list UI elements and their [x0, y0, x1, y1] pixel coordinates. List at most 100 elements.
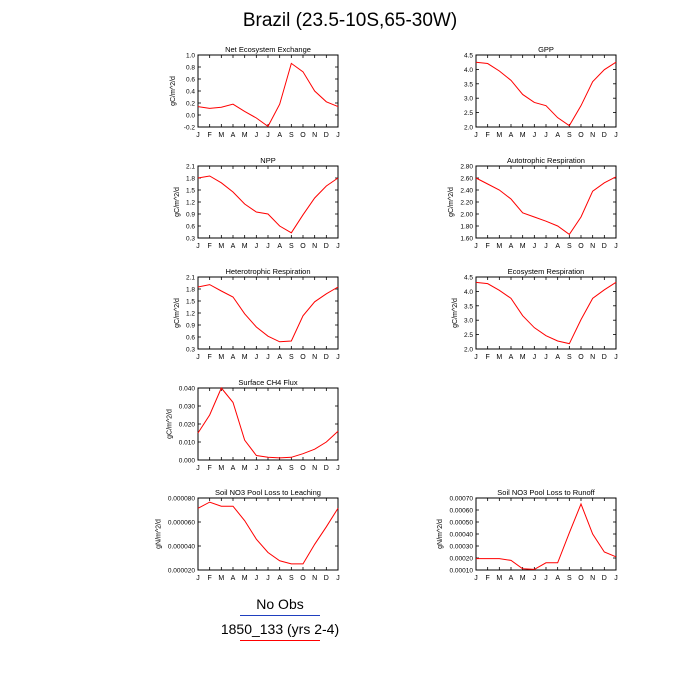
- x-tick-label: J: [544, 132, 548, 139]
- y-tick-label: 1.0: [186, 53, 195, 60]
- x-tick-label: J: [474, 132, 478, 139]
- x-tick-label: M: [496, 354, 502, 361]
- x-tick-label: N: [312, 465, 317, 472]
- y-tick-label: 2.0: [464, 125, 473, 132]
- y-tick-label: 0.3: [186, 236, 195, 243]
- x-tick-label: D: [324, 465, 329, 472]
- x-tick-label: J: [266, 132, 270, 139]
- y-tick-label: 1.60: [460, 236, 473, 243]
- x-tick-label: M: [496, 243, 502, 250]
- x-tick-label: J: [614, 132, 618, 139]
- x-tick-label: M: [520, 243, 526, 250]
- x-tick-label: S: [289, 354, 294, 361]
- x-tick-label: F: [486, 575, 490, 582]
- chart-title: Soil NO3 Pool Loss to Leaching: [215, 488, 321, 497]
- plot-frame: [475, 165, 617, 239]
- x-tick-label: D: [602, 132, 607, 139]
- legend-label-obs: No Obs: [256, 596, 304, 612]
- x-tick-label: J: [544, 575, 548, 582]
- chart-title: Soil NO3 Pool Loss to Runoff: [497, 488, 595, 497]
- x-tick-label: J: [196, 243, 200, 250]
- y-tick-label: 2.20: [460, 200, 473, 207]
- x-tick-label: A: [277, 354, 282, 361]
- x-tick-label: A: [231, 354, 236, 361]
- x-tick-label: A: [277, 465, 282, 472]
- x-tick-label: J: [336, 132, 340, 139]
- x-tick-label: F: [208, 243, 212, 250]
- x-tick-label: S: [567, 132, 572, 139]
- x-tick-label: O: [300, 354, 306, 361]
- x-tick-label: M: [218, 132, 224, 139]
- y-tick-label: 0.000080: [168, 496, 195, 503]
- x-tick-label: J: [474, 354, 478, 361]
- y-tick-label: 0.000040: [168, 544, 195, 551]
- x-tick-label: F: [208, 354, 212, 361]
- chart-title: Surface CH4 Flux: [238, 378, 297, 387]
- y-tick-label: 3.0: [464, 96, 473, 103]
- x-tick-label: J: [533, 132, 537, 139]
- x-tick-label: A: [277, 132, 282, 139]
- y-tick-label: 3.5: [464, 303, 473, 310]
- y-tick-label: 2.0: [464, 347, 473, 354]
- series-line: [197, 501, 339, 565]
- y-tick-label: 0.000: [179, 458, 196, 465]
- x-tick-label: J: [255, 354, 259, 361]
- y-tick-label: 0.010: [179, 440, 196, 447]
- y-tick-label: 0.030: [179, 404, 196, 411]
- plot-frame: [475, 276, 617, 350]
- x-tick-label: J: [336, 465, 340, 472]
- x-tick-label: D: [602, 575, 607, 582]
- page-title: Brazil (23.5-10S,65-30W): [242, 10, 458, 31]
- x-tick-label: J: [266, 465, 270, 472]
- y-axis-label: gC/m^2/d: [452, 298, 459, 328]
- series-line: [197, 62, 339, 128]
- x-tick-label: D: [324, 132, 329, 139]
- x-tick-label: N: [590, 132, 595, 139]
- x-tick-label: A: [277, 243, 282, 250]
- x-tick-label: D: [602, 243, 607, 250]
- series-line: [197, 387, 339, 459]
- y-tick-label: 0.00020: [450, 556, 474, 563]
- y-tick-label: 0.020: [179, 422, 196, 429]
- y-tick-label: 0.00070: [450, 496, 474, 503]
- x-tick-label: J: [255, 132, 259, 139]
- x-tick-label: A: [509, 132, 514, 139]
- x-tick-label: A: [509, 243, 514, 250]
- chart-title: Ecosystem Respiration: [508, 267, 585, 276]
- y-tick-label: 4.5: [464, 53, 473, 60]
- y-tick-label: 2.00: [460, 212, 473, 219]
- y-tick-label: 0.8: [186, 65, 195, 72]
- y-tick-label: 1.8: [186, 176, 195, 183]
- y-tick-label: 2.1: [186, 164, 195, 171]
- y-tick-label: 1.2: [186, 311, 195, 318]
- y-tick-label: 1.8: [186, 287, 195, 294]
- x-tick-label: A: [555, 354, 560, 361]
- x-tick-label: M: [242, 575, 248, 582]
- x-tick-label: M: [520, 354, 526, 361]
- x-tick-label: S: [289, 132, 294, 139]
- x-tick-label: O: [578, 575, 584, 582]
- legend-line-obs: [240, 615, 320, 616]
- y-tick-label: 4.5: [464, 275, 473, 282]
- series-line: [476, 502, 617, 570]
- x-tick-label: S: [567, 354, 572, 361]
- x-tick-label: M: [218, 465, 224, 472]
- x-tick-label: M: [242, 465, 248, 472]
- y-tick-label: 2.80: [460, 164, 473, 171]
- y-tick-label: 0.4: [186, 89, 195, 96]
- y-tick-label: 3.0: [464, 318, 473, 325]
- chart-title: Heterotrophic Respiration: [225, 267, 310, 276]
- x-tick-label: F: [208, 465, 212, 472]
- plot-frame: [197, 276, 339, 350]
- x-tick-label: F: [208, 132, 212, 139]
- x-tick-label: J: [336, 575, 340, 582]
- y-tick-label: 0.040: [179, 386, 196, 393]
- x-tick-label: M: [218, 354, 224, 361]
- x-tick-label: O: [300, 132, 306, 139]
- y-tick-label: 0.00060: [450, 508, 474, 515]
